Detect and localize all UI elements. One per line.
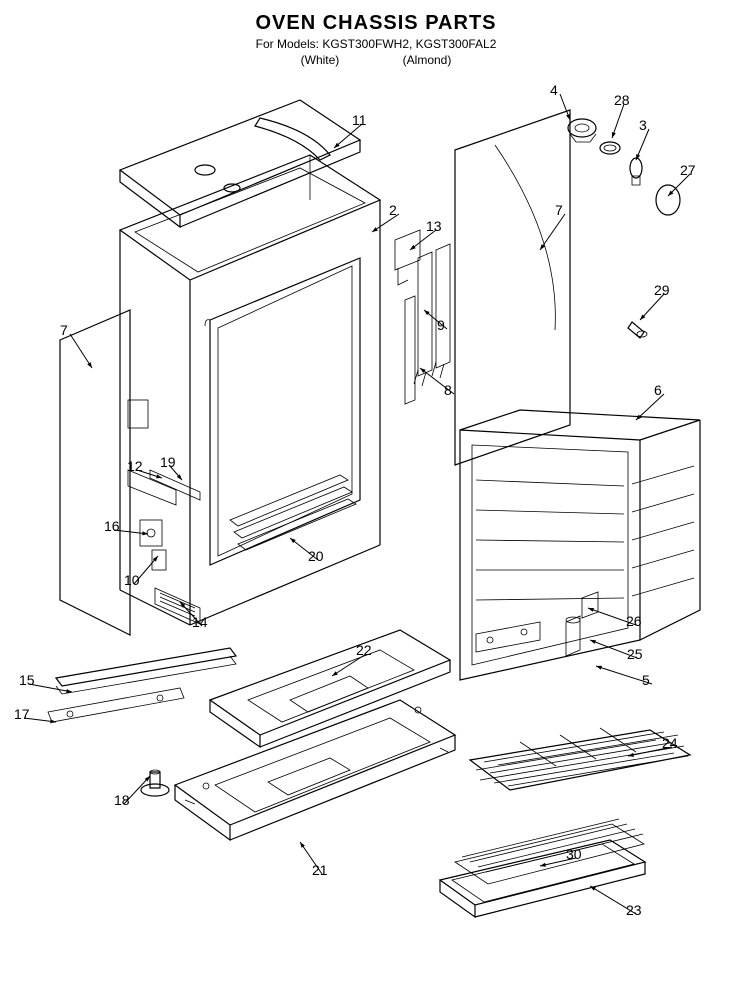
callout-3: 3 bbox=[639, 117, 647, 133]
callout-23: 23 bbox=[626, 902, 642, 918]
chassis-frame bbox=[120, 155, 380, 625]
callout-29: 29 bbox=[654, 282, 670, 298]
callout-18: 18 bbox=[114, 792, 130, 808]
callout-20: 20 bbox=[308, 548, 324, 564]
diagram-svg bbox=[0, 0, 752, 987]
callout-30: 30 bbox=[566, 846, 582, 862]
leader-lines bbox=[24, 94, 690, 914]
oven-rack bbox=[470, 728, 690, 790]
callout-14: 14 bbox=[192, 614, 208, 630]
callout-28: 28 bbox=[614, 92, 630, 108]
callout-6: 6 bbox=[654, 382, 662, 398]
callout-26: 26 bbox=[626, 613, 642, 629]
drawer-guides bbox=[230, 475, 356, 550]
callout-16: 16 bbox=[104, 518, 120, 534]
callout-25: 25 bbox=[627, 646, 643, 662]
callout-11: 11 bbox=[352, 112, 367, 128]
callout-13: 13 bbox=[426, 218, 442, 234]
callout-21: 21 bbox=[312, 862, 328, 878]
callout-2: 2 bbox=[389, 202, 397, 218]
callout-15: 15 bbox=[19, 672, 35, 688]
callout-8: 8 bbox=[444, 382, 452, 398]
callout-12: 12 bbox=[127, 458, 143, 474]
leveling-leg bbox=[141, 770, 169, 796]
callout-27: 27 bbox=[680, 162, 696, 178]
callout-9: 9 bbox=[437, 317, 445, 333]
exploded-diagram: 2345677891011121314151617181920212223242… bbox=[0, 0, 752, 987]
callout-5: 5 bbox=[642, 672, 650, 688]
oven-bottom-panel bbox=[210, 630, 450, 747]
callout-7: 7 bbox=[555, 202, 563, 218]
drawer-track bbox=[48, 648, 236, 722]
callout-7: 7 bbox=[60, 322, 68, 338]
callout-10: 10 bbox=[124, 572, 140, 588]
callout-19: 19 bbox=[160, 454, 176, 470]
broiler-pan bbox=[440, 819, 645, 917]
callout-22: 22 bbox=[356, 642, 372, 658]
small-parts-cluster bbox=[568, 119, 680, 338]
callout-24: 24 bbox=[662, 735, 678, 751]
callout-17: 17 bbox=[14, 706, 30, 722]
burner-base bbox=[175, 700, 455, 840]
callout-4: 4 bbox=[550, 82, 558, 98]
